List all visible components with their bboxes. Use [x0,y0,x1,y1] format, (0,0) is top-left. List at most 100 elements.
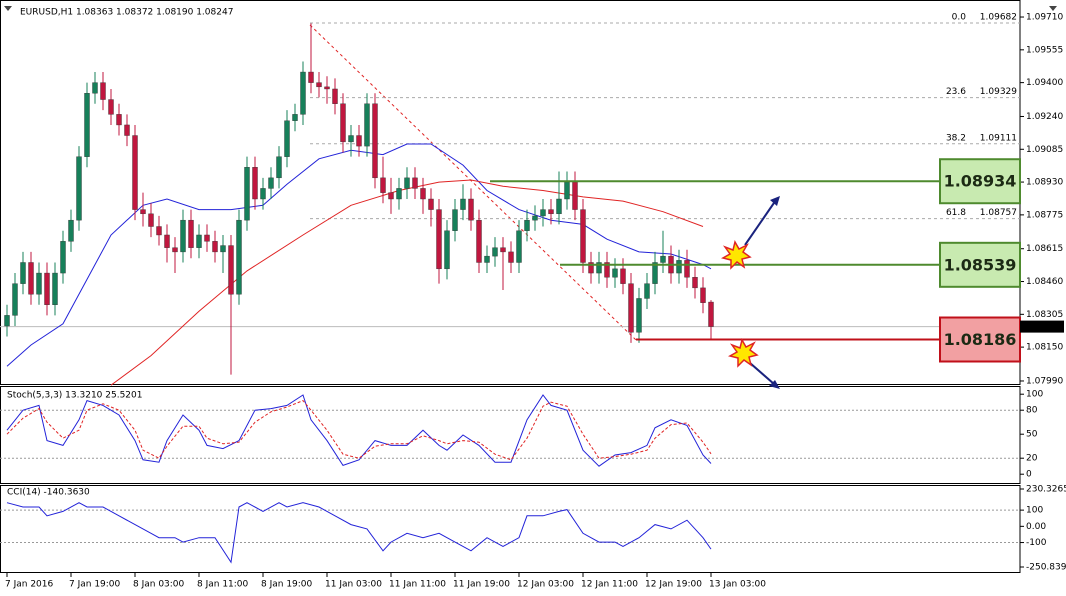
candle-body [188,219,194,248]
y-tick-label: 230.3265 [1026,485,1066,495]
candle-body [396,188,402,200]
y-tick-label: 1.07990 [1026,376,1063,386]
moving-average [110,179,704,386]
indicator-title: CCI(14) -140.3630 [7,488,90,498]
candle-body [76,156,82,221]
candle-body [492,247,498,257]
y-tick-label: 100 [1026,506,1043,516]
x-tick-label: 11 Jan 19:00 [453,580,510,590]
candle-body [476,219,482,263]
x-tick-label: 8 Jan 03:00 [133,580,185,590]
arrow-head [770,196,780,206]
annotations [721,196,780,389]
candle-body [700,287,706,303]
fib-price: 1.09682 [980,12,1017,22]
candle-body [460,198,466,210]
candle-body [676,260,682,274]
indicator-line [6,400,712,461]
y-tick-label: 0 [1026,470,1032,480]
y-tick-label: 1.08305 [1026,310,1063,320]
candle-body [60,241,66,274]
level-box [939,316,1021,363]
indicator-line [6,394,712,467]
candle-body [172,247,178,253]
candle-body [540,209,546,217]
x-tick-label: 8 Jan 19:00 [261,580,313,590]
x-tick-label: 12 Jan 03:00 [517,580,574,590]
candle-body [4,315,10,327]
candle-body [36,272,42,295]
candle-body [236,219,242,295]
candle-body [156,226,162,236]
y-tick-label: 1.08460 [1026,277,1063,287]
candle-body [412,177,418,189]
candle-body [388,192,394,200]
candle-body [340,103,346,143]
candle-body [348,135,354,143]
last-price-tag [1020,320,1064,333]
y-tick-label: 1.09240 [1026,112,1063,122]
candle-body [444,230,450,270]
y-tick-label: 0.00 [1026,522,1046,532]
x-tick-label: 11 Jan 03:00 [325,580,382,590]
y-tick-label: 1.08930 [1026,178,1063,188]
candle-body [268,177,274,189]
y-tick-label: 1.09555 [1026,45,1063,55]
candle-body [660,255,666,263]
candle-body [148,213,154,227]
candle-body [500,247,506,253]
candle-body [356,135,362,147]
fib-price: 1.08757 [980,208,1017,218]
y-tick-label: -100 [1026,538,1047,548]
level-label: 1.08539 [944,255,1017,274]
fib-ratio: 23.6 [946,87,966,97]
candle-body [108,99,114,115]
indicator-line [6,502,712,564]
x-tick-label: 7 Jan 19:00 [69,580,121,590]
menu-icon [1049,6,1057,11]
candle-body [532,215,538,221]
panel-frame [0,386,1021,484]
candle-body [164,234,170,248]
candle-body [12,283,18,316]
candle-body [708,301,714,327]
candle-body [68,219,74,242]
candle-body [580,209,586,263]
level-box [939,241,1021,288]
candle-body [292,114,298,121]
candle-body [116,114,122,126]
candle-body [604,262,610,278]
candle-body [364,103,370,147]
fib-price: 1.09111 [980,133,1017,143]
candle-body [204,234,210,242]
candle-body [132,135,138,210]
x-tick-label: 13 Jan 03:00 [709,580,766,590]
y-tick-label: 20 [1026,454,1038,464]
candle-body [572,181,578,210]
y-tick-label: 1.09710 [1026,13,1063,23]
explosion-icon [721,240,752,270]
chart-title: EURUSD,H1 1.08363 1.08372 1.08190 1.0824… [20,8,233,18]
candle-body [28,262,34,295]
y-tick-label: 1.08150 [1026,343,1063,353]
candle-body [652,262,658,284]
candle-body [300,71,306,115]
candle-body [524,219,530,231]
y-tick-label: -250.8394 [1026,563,1066,573]
fib-price: 1.09329 [980,87,1017,97]
candle-body [684,260,690,278]
candle-body [620,268,626,284]
candle-body [548,209,554,215]
candle-body [252,167,258,200]
candle-body [428,198,434,210]
candle-body [284,120,290,157]
candle-body [140,209,146,215]
x-tick-label: 8 Jan 11:00 [197,580,249,590]
candle-body [436,209,442,270]
candle-body [404,177,410,189]
candle-body [276,156,282,179]
x-tick-label: 12 Jan 11:00 [581,580,638,590]
fib-ratio: 61.8 [946,208,966,218]
